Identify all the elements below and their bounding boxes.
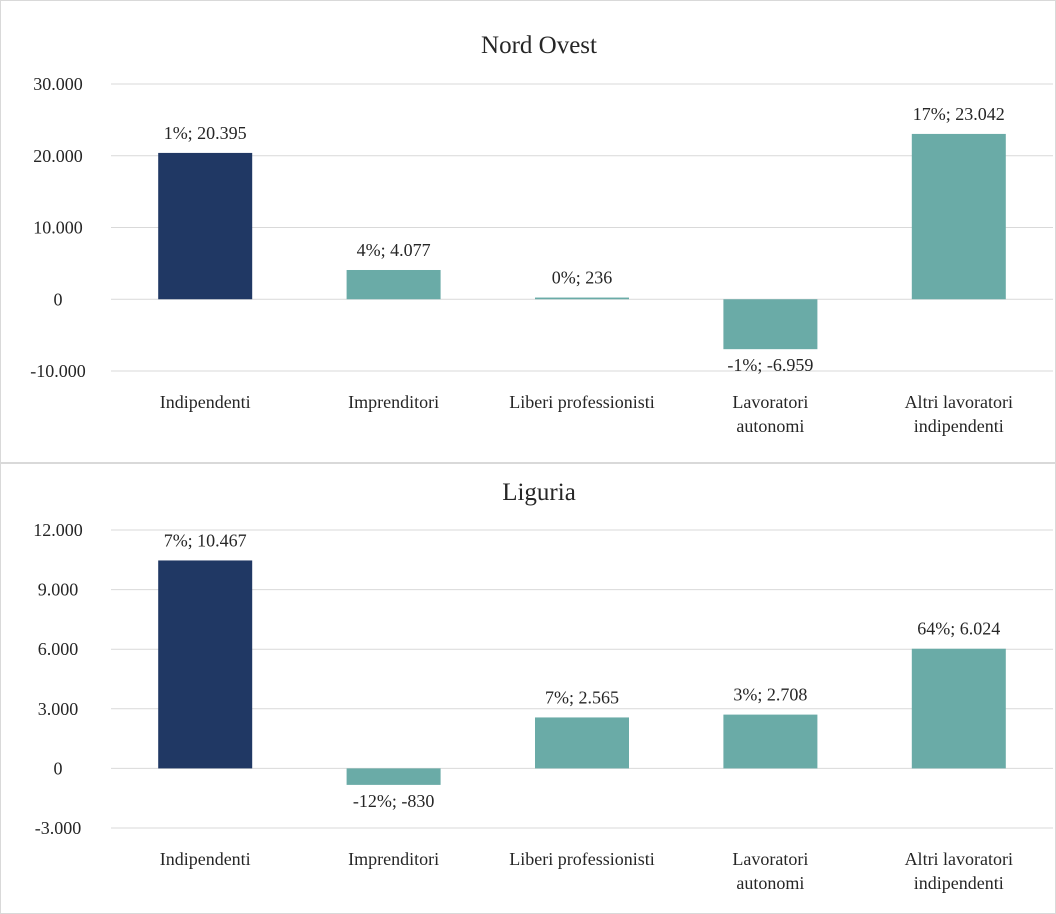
y-tick-label: 6.000 xyxy=(38,639,79,659)
data-label: 64%; 6.024 xyxy=(917,619,1000,639)
data-label: 1%; 20.395 xyxy=(164,123,247,143)
bar xyxy=(158,152,253,300)
bar xyxy=(346,269,441,300)
bar xyxy=(911,133,1006,300)
category-label: Altri lavoratori xyxy=(905,392,1013,412)
category-label: Lavoratori xyxy=(732,849,808,869)
chart-liguria: Liguria -3.000 0 3.000 6.000 9.000 12.000 7%; … xyxy=(33,479,1053,893)
y-tick-label: 9.000 xyxy=(38,580,79,600)
category-label: Indipendenti xyxy=(160,392,251,412)
chart-panel-nord-ovest: Nord Ovest -10.000 0 10.000 20.000 30.000 1%;… xyxy=(0,0,1056,464)
data-label: -1%; -6.959 xyxy=(727,355,813,375)
bar xyxy=(535,717,629,769)
category-label: Indipendenti xyxy=(160,849,251,869)
bar xyxy=(911,648,1006,769)
category-label: autonomi xyxy=(736,873,804,893)
data-label: 4%; 4.077 xyxy=(357,240,431,260)
chart-title: Nord Ovest xyxy=(481,32,597,59)
category-label: Altri lavoratori xyxy=(905,849,1013,869)
category-label: indipendenti xyxy=(914,873,1004,893)
bar xyxy=(158,560,253,769)
data-label: -12%; -830 xyxy=(353,791,434,811)
category-label: autonomi xyxy=(736,416,804,436)
data-label: 17%; 23.042 xyxy=(913,104,1005,124)
bar xyxy=(723,714,818,769)
category-label: Lavoratori xyxy=(732,392,808,412)
category-label: Liberi professionisti xyxy=(509,849,654,869)
y-tick-label: 30.000 xyxy=(33,74,83,94)
data-label: 3%; 2.708 xyxy=(733,685,807,705)
y-tick-label: 0 xyxy=(54,289,63,309)
chart-panel-liguria: Liguria -3.000 0 3.000 6.000 9.000 12.000 7%; … xyxy=(0,462,1056,914)
y-tick-label: 3.000 xyxy=(38,699,79,719)
data-label: 7%; 2.565 xyxy=(545,687,619,707)
chart-title: Liguria xyxy=(502,479,576,506)
y-tick-label: -3.000 xyxy=(35,818,82,838)
category-label: indipendenti xyxy=(914,416,1004,436)
category-label: Liberi professionisti xyxy=(509,392,654,412)
y-tick-label: -10.000 xyxy=(30,361,86,381)
y-tick-label: 10.000 xyxy=(33,218,83,238)
bar xyxy=(723,299,818,350)
chart-nord-ovest: Nord Ovest -10.000 0 10.000 20.000 30.000 1%;… xyxy=(30,32,1053,436)
category-label: Imprenditori xyxy=(348,849,439,869)
data-label: 0%; 236 xyxy=(552,268,613,288)
y-tick-label: 12.000 xyxy=(33,520,83,540)
bar xyxy=(535,297,629,300)
category-label: Imprenditori xyxy=(348,392,439,412)
y-tick-label: 20.000 xyxy=(33,146,83,166)
y-tick-label: 0 xyxy=(54,758,63,778)
data-label: 7%; 10.467 xyxy=(164,530,247,550)
bar xyxy=(346,768,441,785)
